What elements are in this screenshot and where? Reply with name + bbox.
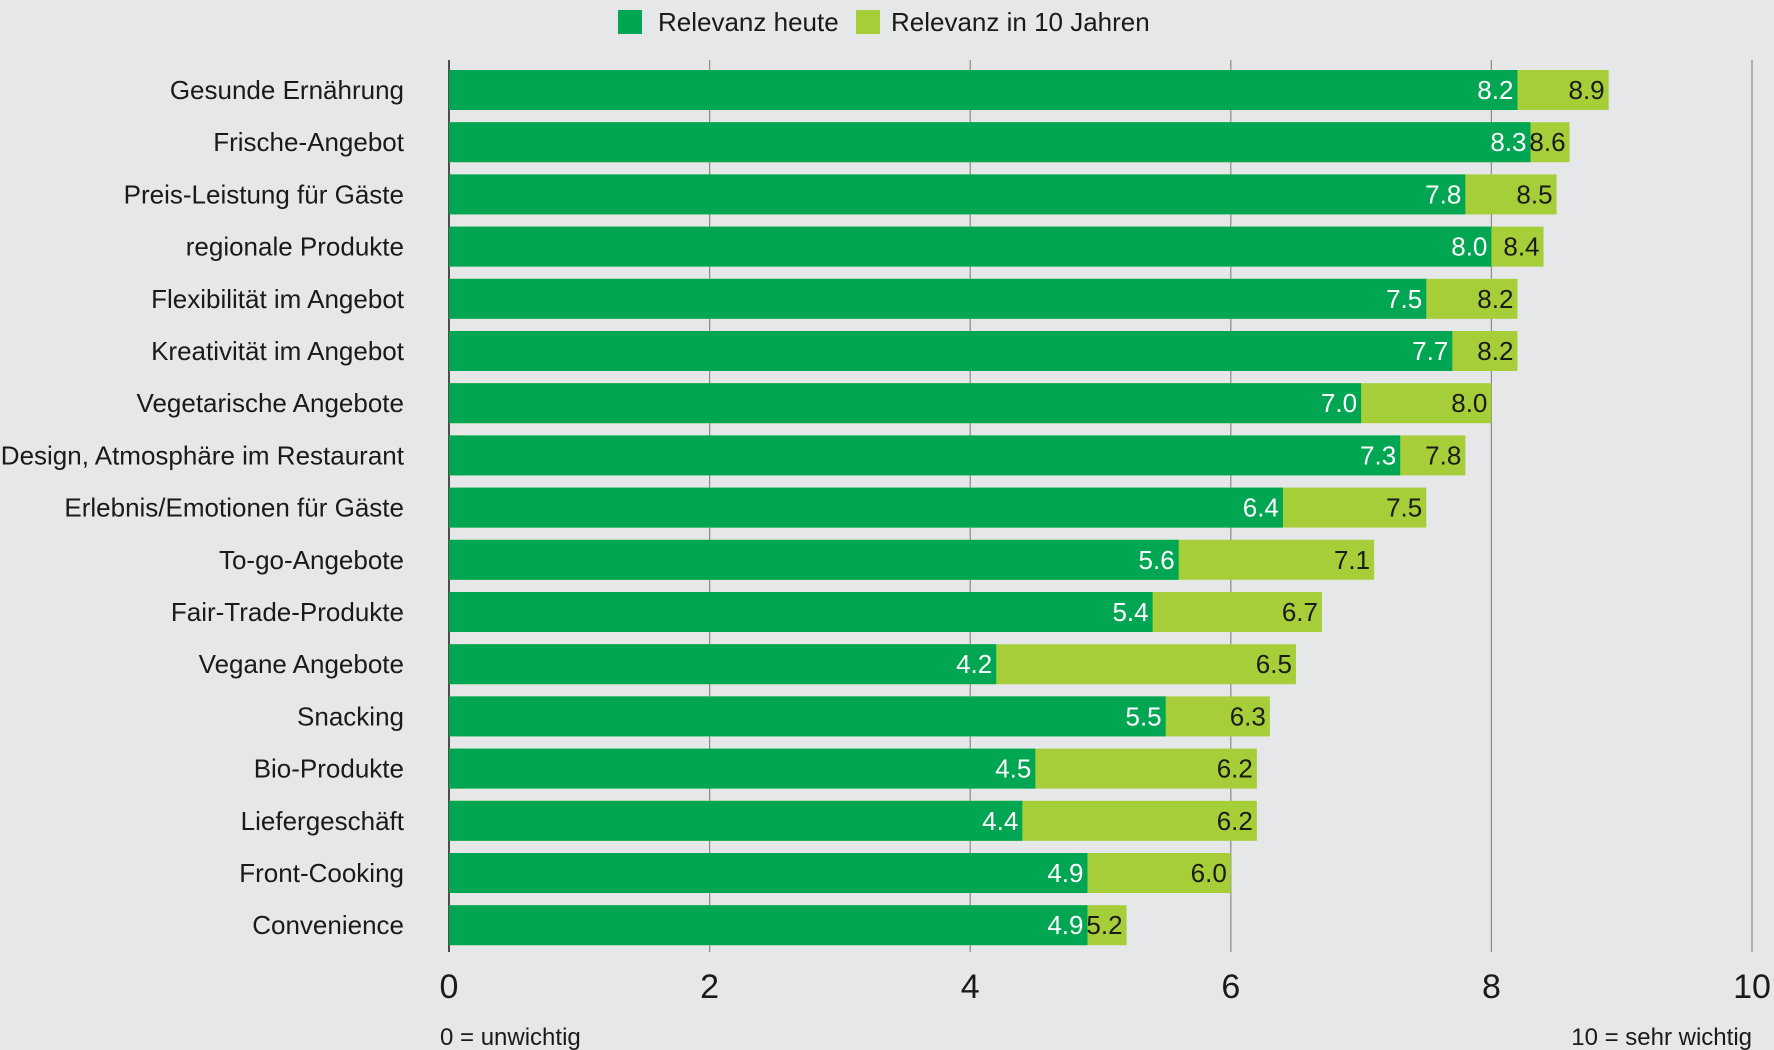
bar-value-future: 8.4 [1503, 232, 1539, 262]
bar-value-future: 7.1 [1334, 545, 1370, 575]
bar-value-today: 8.0 [1451, 232, 1487, 262]
bar-today [449, 174, 1466, 215]
bar-today [449, 226, 1492, 267]
category-label: regionale Produkte [186, 232, 404, 262]
legend: Relevanz heute Relevanz in 10 Jahren [618, 7, 1150, 37]
category-label: Fair-Trade-Produkte [171, 597, 404, 627]
bar-value-future: 6.5 [1256, 649, 1292, 679]
bar-value-future: 6.2 [1217, 754, 1253, 784]
category-label: Convenience [252, 910, 404, 940]
bar-value-future: 8.2 [1477, 336, 1513, 366]
category-label: Flexibilität im Angebot [151, 284, 405, 314]
bar-today [449, 487, 1283, 528]
bar-today [449, 853, 1088, 893]
bar-value-today: 4.9 [1047, 858, 1083, 888]
bar-value-today: 4.2 [956, 649, 992, 679]
bar-value-future: 5.2 [1086, 910, 1122, 940]
bar-value-today: 8.3 [1490, 127, 1526, 157]
x-tick-label: 10 [1733, 968, 1771, 1006]
category-label: Front-Cooking [239, 858, 404, 888]
category-label: Liefergeschäft [241, 806, 405, 836]
legend-swatch-future [856, 10, 880, 34]
bar-value-future: 6.2 [1217, 806, 1253, 836]
bar-today [449, 748, 1036, 789]
bar-today [449, 278, 1427, 319]
bars: 8.2 8.9 8.3 8.6 7.8 8.5 8.0 8.4 7.5 8.2 7.7 8.2 7.0 8… [449, 70, 1609, 946]
category-label: Snacking [297, 701, 404, 731]
x-axis-ticks: 0 2 4 6 8 10 [440, 968, 1771, 1006]
bar-value-today: 7.3 [1360, 440, 1396, 470]
bar-value-today: 7.0 [1321, 388, 1357, 418]
bar-value-today: 7.7 [1412, 336, 1448, 366]
category-label: Bio-Produkte [254, 754, 404, 784]
bar-value-today: 4.9 [1047, 910, 1083, 940]
x-tick-label: 0 [440, 968, 459, 1006]
bar-value-today: 8.2 [1477, 75, 1513, 105]
x-tick-label: 6 [1221, 968, 1240, 1006]
bar-today [449, 435, 1401, 476]
category-label: Kreativität im Angebot [151, 336, 405, 366]
category-label: Design, Atmosphäre im Restaurant [1, 440, 405, 470]
category-label: Vegetarische Angebote [137, 388, 404, 418]
category-label: Frische-Angebot [213, 127, 405, 157]
bar-value-future: 8.2 [1477, 284, 1513, 314]
legend-label-future: Relevanz in 10 Jahren [891, 7, 1150, 37]
bar-value-future: 8.5 [1516, 179, 1552, 209]
bar-value-today: 6.4 [1243, 493, 1279, 523]
x-tick-label: 4 [961, 968, 980, 1006]
bar-value-today: 4.5 [995, 754, 1031, 784]
bar-today [449, 644, 997, 685]
scale-note-low: 0 = unwichtig [440, 1024, 581, 1050]
bar-value-today: 7.8 [1425, 179, 1461, 209]
bar-today [449, 592, 1153, 632]
bar-today [449, 383, 1362, 424]
x-tick-label: 8 [1482, 968, 1501, 1006]
x-tick-label: 2 [700, 968, 719, 1006]
bar-today [449, 539, 1179, 580]
bar-value-future: 7.5 [1386, 493, 1422, 523]
bar-value-today: 7.5 [1386, 284, 1422, 314]
legend-label-today: Relevanz heute [658, 7, 839, 37]
bar-today [449, 800, 1023, 841]
category-label: Gesunde Ernährung [170, 75, 404, 105]
category-label: Erlebnis/Emotionen für Gäste [64, 493, 404, 523]
bar-value-future: 6.3 [1230, 701, 1266, 731]
category-labels: Gesunde Ernährung Frische-Angebot Preis-Le… [1, 75, 405, 940]
bar-value-future: 6.0 [1191, 858, 1227, 888]
legend-swatch-today [618, 10, 642, 34]
bar-today [449, 331, 1453, 371]
scale-note-high: 10 = sehr wichtig [1571, 1024, 1752, 1050]
bar-value-today: 5.4 [1112, 597, 1148, 627]
bar-value-future: 8.6 [1529, 127, 1565, 157]
category-label: Vegane Angebote [199, 649, 404, 679]
bar-value-today: 4.4 [982, 806, 1018, 836]
bar-value-future: 7.8 [1425, 440, 1461, 470]
category-label: To-go-Angebote [219, 545, 404, 575]
bar-value-future: 6.7 [1282, 597, 1318, 627]
bar-today [449, 696, 1166, 737]
bar-today [449, 905, 1088, 946]
bar-today [449, 122, 1531, 163]
bar-today [449, 70, 1518, 110]
bar-value-today: 5.5 [1125, 701, 1161, 731]
category-label: Preis-Leistung für Gäste [124, 179, 404, 209]
bar-value-future: 8.0 [1451, 388, 1487, 418]
bar-value-today: 5.6 [1139, 545, 1175, 575]
bar-value-future: 8.9 [1569, 75, 1605, 105]
